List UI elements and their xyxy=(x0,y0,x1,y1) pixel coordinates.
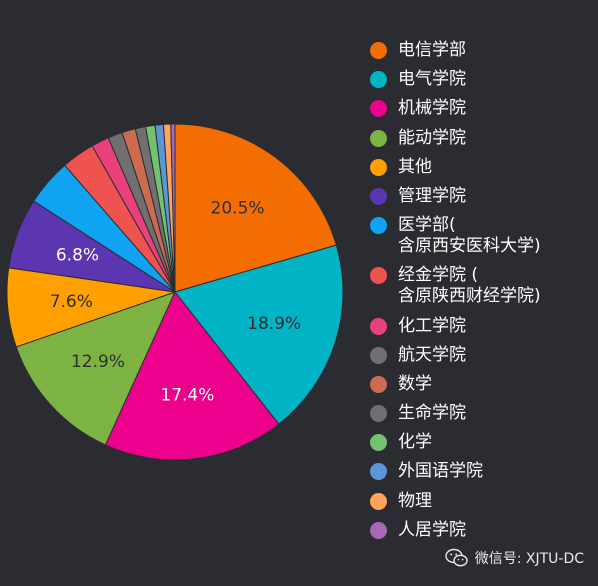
legend-item: 外国语学院 xyxy=(370,461,595,482)
legend-label: 能动学院 xyxy=(398,127,466,148)
legend-swatch xyxy=(370,267,387,285)
slice-label-1: 18.9% xyxy=(247,314,301,334)
legend-item: 电气学院 xyxy=(370,69,595,90)
legend-label: 生命学院 xyxy=(398,403,466,424)
legend-item: 医学部(含原西安医科大学) xyxy=(370,215,595,257)
slice-label-2: 17.4% xyxy=(160,385,214,405)
slice-label-0: 20.5% xyxy=(211,199,265,219)
legend-swatch xyxy=(370,521,387,539)
pie-slice-3 xyxy=(15,291,176,446)
legend-swatch xyxy=(370,463,387,481)
legend-swatch xyxy=(370,375,387,393)
legend-label: 航天学院 xyxy=(398,344,466,365)
pie-slice-2 xyxy=(104,291,280,461)
legend-swatch xyxy=(370,100,387,118)
legend-label: 电气学院 xyxy=(398,69,466,90)
legend-label: 物理 xyxy=(398,490,432,511)
legend-item: 化工学院 xyxy=(370,316,595,337)
pie-slice-15 xyxy=(170,123,176,293)
legend-swatch xyxy=(370,158,387,176)
legend-label: 经金学院 ( xyxy=(398,265,479,286)
wechat-icon xyxy=(445,548,468,567)
legend-item: 化学 xyxy=(370,432,595,453)
pie-slice-0 xyxy=(174,123,337,293)
chart-legend: 电信学部电气学院机械学院能动学院其他管理学院医学部(含原西安医科大学) 经金学院 … xyxy=(370,40,595,549)
legend-swatch xyxy=(370,434,387,452)
legend-item: 经金学院 (含原陕西财经学院) xyxy=(370,265,595,307)
legend-label: 电信学部 xyxy=(398,40,466,60)
legend-label: 化学 xyxy=(398,432,432,453)
legend-item: 生命学院 xyxy=(370,403,595,424)
legend-item: 电信学部 xyxy=(370,40,595,61)
slice-label-5: 6.8% xyxy=(56,245,99,265)
slice-label-4: 7.6% xyxy=(50,292,93,312)
legend-item: 管理学院 xyxy=(370,186,595,207)
legend-item: 数学 xyxy=(370,374,595,395)
legend-item: 能动学院 xyxy=(370,128,595,149)
legend-swatch xyxy=(370,187,387,205)
legend-item: 机械学院 xyxy=(370,98,595,119)
legend-item: 物理 xyxy=(370,491,595,512)
legend-swatch xyxy=(370,492,387,510)
watermark: 微信号: XJTU-DC xyxy=(445,548,584,568)
watermark-text: 微信号: XJTU-DC xyxy=(474,551,584,567)
pie-slice-1 xyxy=(174,244,344,425)
legend-swatch xyxy=(370,346,387,364)
legend-swatch xyxy=(370,405,387,423)
legend-swatch xyxy=(370,317,387,335)
legend-label-secondary: 含原西安医科大学) xyxy=(398,236,541,257)
slice-label-3: 12.9% xyxy=(71,352,125,372)
legend-label: 化工学院 xyxy=(398,315,466,336)
legend-label: 外国语学院 xyxy=(398,461,483,482)
legend-swatch xyxy=(370,42,387,59)
legend-label: 管理学院 xyxy=(398,185,466,206)
legend-label: 其他 xyxy=(398,156,432,177)
legend-item: 人居学院 xyxy=(370,520,595,541)
legend-label: 医学部( xyxy=(398,215,456,236)
legend-item: 航天学院 xyxy=(370,345,595,366)
legend-swatch xyxy=(370,71,387,89)
legend-label: 人居学院 xyxy=(398,519,466,540)
legend-label-secondary: 含原陕西财经学院) xyxy=(398,286,541,307)
legend-label: 数学 xyxy=(398,373,432,394)
legend-label: 机械学院 xyxy=(398,98,466,119)
legend-swatch xyxy=(370,217,387,235)
legend-item: 其他 xyxy=(370,157,595,178)
legend-swatch xyxy=(370,129,387,147)
